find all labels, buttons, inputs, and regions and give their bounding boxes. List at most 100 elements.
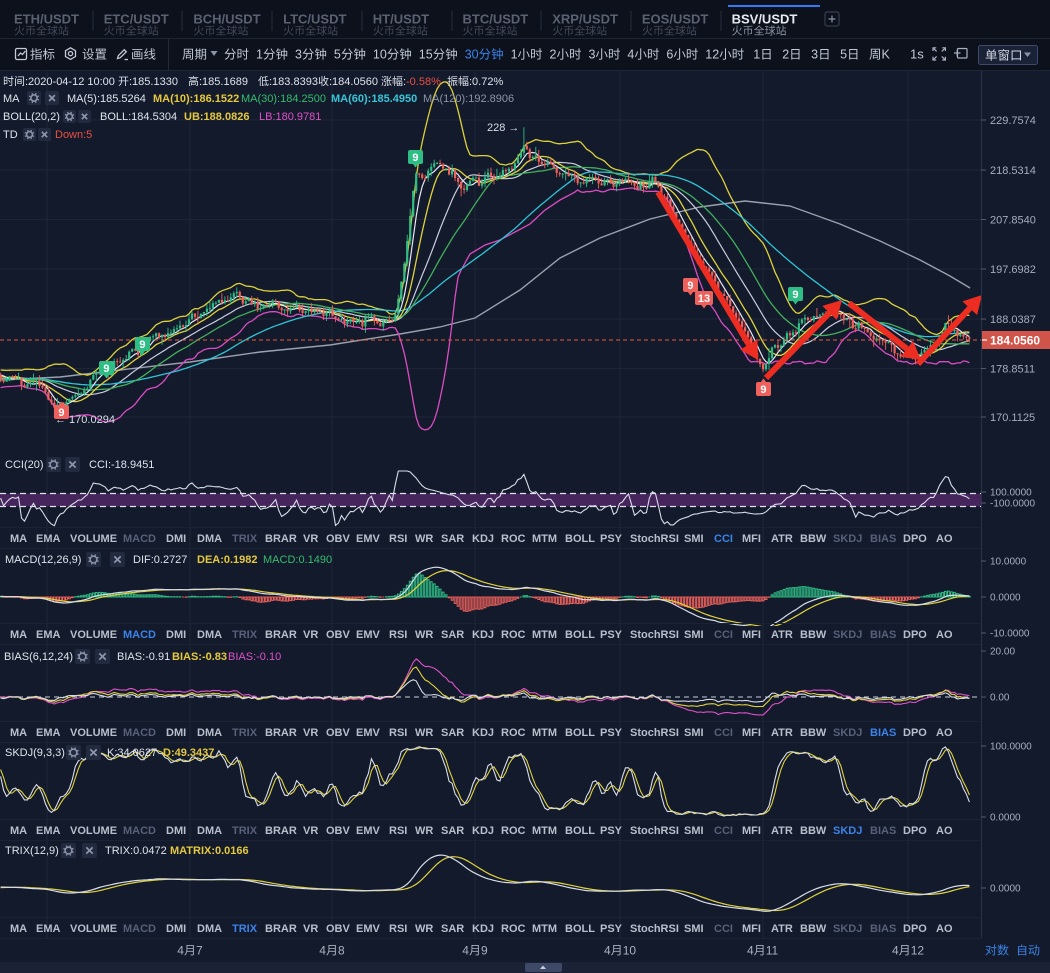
svg-text:3: 3 [295,47,302,61]
svg-text:MACD: MACD [123,533,156,545]
svg-text:BSV/USDT: BSV/USDT [732,12,798,27]
svg-text:170.1125: 170.1125 [990,412,1035,424]
svg-text:VOLUME: VOLUME [70,825,117,837]
svg-text::185.1689: :185.1689 [199,76,248,88]
svg-text:CCI: CCI [714,629,733,641]
svg-text:VR: VR [303,923,318,935]
svg-text:HT/USDT: HT/USDT [373,12,429,27]
svg-text:PSY: PSY [600,629,623,641]
svg-text:DPO: DPO [903,923,927,935]
svg-text:-10.0000: -10.0000 [990,629,1030,640]
svg-text:AO: AO [936,629,953,641]
svg-text:TRIX: TRIX [232,727,258,739]
svg-text:ROC: ROC [501,923,526,935]
svg-text:2: 2 [550,47,557,61]
svg-text::184.0560: :184.0560 [329,76,378,88]
svg-text:WR: WR [415,923,433,935]
svg-text:SAR: SAR [441,923,464,935]
svg-text:EMV: EMV [356,533,381,545]
svg-text:OBV: OBV [326,923,351,935]
svg-text:VOLUME: VOLUME [70,727,117,739]
svg-text:4: 4 [177,943,184,957]
svg-text:MFI: MFI [742,629,761,641]
svg-text:K: K [882,47,891,61]
svg-text:0.0000: 0.0000 [990,813,1021,824]
svg-text:SMI: SMI [684,923,704,935]
svg-text:ATR: ATR [771,825,793,837]
svg-text:EMA: EMA [36,825,61,837]
svg-text:4: 4 [604,943,611,957]
svg-text:20.00: 20.00 [990,647,1015,658]
svg-text:4: 4 [747,943,754,957]
svg-text:SAR: SAR [441,533,464,545]
svg-text:SMI: SMI [684,629,704,641]
svg-text:VOLUME: VOLUME [70,923,117,935]
svg-text:K:34.0627: K:34.0627 [107,747,157,759]
svg-text:15: 15 [419,47,433,61]
svg-text::0.72%: :0.72% [469,76,503,88]
svg-text:MACD:0.1490: MACD:0.1490 [263,554,332,566]
svg-text:BCH/USDT: BCH/USDT [193,12,260,27]
svg-text:207.8540: 207.8540 [990,214,1036,226]
svg-text:AO: AO [936,533,953,545]
svg-text:ATR: ATR [771,533,793,545]
svg-text:DMI: DMI [166,923,186,935]
svg-text:30: 30 [465,47,479,61]
svg-text:4: 4 [462,943,469,957]
svg-text:KDJ: KDJ [472,825,494,837]
svg-text:-100.0000: -100.0000 [990,499,1035,510]
svg-text:CCI:-18.9451: CCI:-18.9451 [89,459,154,471]
svg-text:DMA: DMA [197,825,222,837]
svg-text:BOLL: BOLL [565,533,595,545]
svg-text:SMI: SMI [684,533,704,545]
svg-text:BIAS:-0.91: BIAS:-0.91 [117,651,170,663]
svg-text:100.0000: 100.0000 [990,488,1032,499]
svg-text:StochRSI: StochRSI [630,727,679,739]
svg-text:11: 11 [766,943,779,957]
svg-text:BIAS:-0.83: BIAS:-0.83 [172,651,227,663]
svg-text:BIAS: BIAS [870,727,896,739]
svg-text:8: 8 [338,943,345,957]
svg-text:MATRIX:0.0166: MATRIX:0.0166 [170,845,249,857]
svg-text:BOLL: BOLL [565,825,595,837]
svg-text:BIAS:-0.10: BIAS:-0.10 [228,651,281,663]
svg-text:SMI: SMI [684,825,704,837]
svg-text:5: 5 [840,47,847,61]
svg-text:188.0387: 188.0387 [990,314,1036,326]
svg-text:ROC: ROC [501,825,526,837]
svg-text:TD: TD [3,129,18,141]
svg-text:1: 1 [511,47,518,61]
svg-text:Down:5: Down:5 [55,129,92,141]
svg-text:PSY: PSY [600,825,623,837]
svg-text:DPO: DPO [903,727,927,739]
svg-text:9: 9 [58,407,64,419]
svg-text:10: 10 [623,943,637,957]
svg-text:1: 1 [256,47,263,61]
svg-text:MA: MA [10,727,27,739]
svg-text:EMV: EMV [356,825,381,837]
svg-text:MFI: MFI [742,533,761,545]
svg-text:BBW: BBW [800,923,827,935]
svg-text:BIAS: BIAS [870,533,896,545]
svg-text:9: 9 [412,152,418,164]
svg-text:SMI: SMI [684,727,704,739]
svg-text:SKDJ: SKDJ [833,923,862,935]
svg-text:SKDJ(9,3,3): SKDJ(9,3,3) [5,747,65,759]
svg-text:CCI: CCI [714,825,733,837]
svg-text:PSY: PSY [600,923,623,935]
svg-text:DEA:0.1982: DEA:0.1982 [197,554,258,566]
svg-text:KDJ: KDJ [472,727,494,739]
svg-text:228 →: 228 → [487,122,519,134]
svg-text:XRP/USDT: XRP/USDT [552,12,618,27]
svg-text:BIAS: BIAS [870,923,896,935]
svg-text:MACD(12,26,9): MACD(12,26,9) [5,554,81,566]
svg-text:DMA: DMA [197,629,222,641]
svg-text:BIAS(6,12,24): BIAS(6,12,24) [4,651,73,663]
svg-text:VR: VR [303,629,318,641]
svg-text:KDJ: KDJ [472,923,494,935]
svg-text:BRAR: BRAR [265,825,297,837]
svg-text:StochRSI: StochRSI [630,629,679,641]
svg-text:BTC/USDT: BTC/USDT [463,12,529,27]
svg-text:VR: VR [303,727,318,739]
svg-text:197.6982: 197.6982 [990,264,1036,276]
